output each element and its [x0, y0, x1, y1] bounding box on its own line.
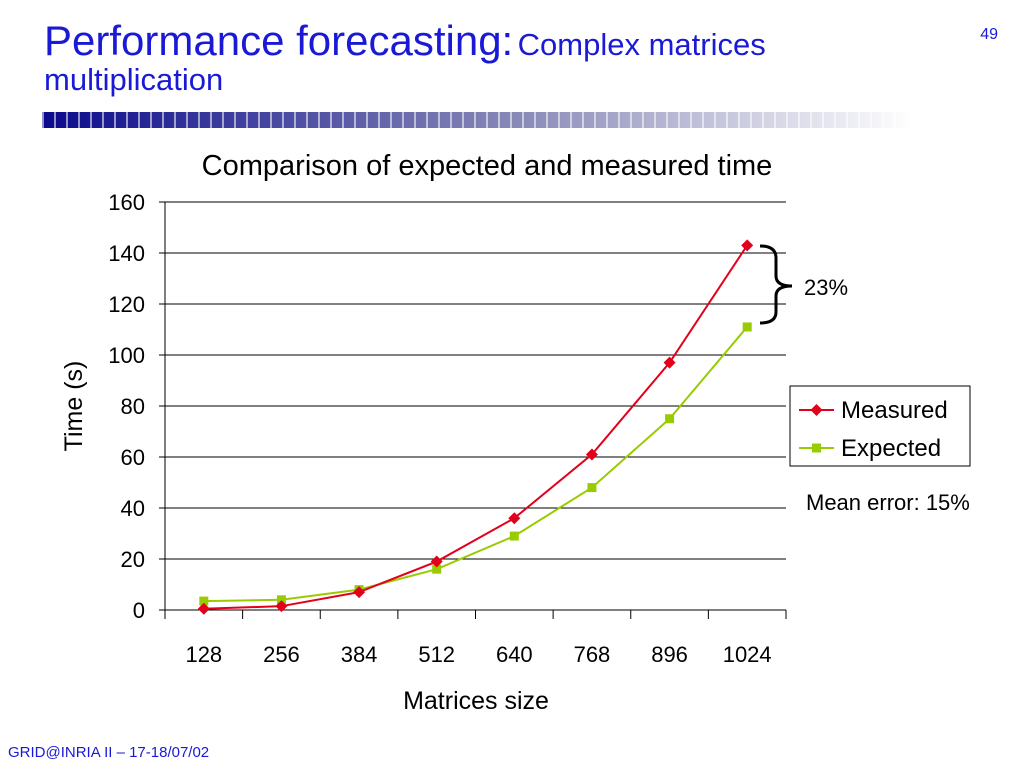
y-tick-label: 140: [108, 241, 145, 266]
data-point: [585, 448, 598, 461]
y-tick-label: 120: [108, 292, 145, 317]
title-gradient-bar: [42, 112, 912, 128]
line-chart: Comparison of expected and measured time…: [60, 150, 971, 715]
x-tick-label: 896: [651, 642, 688, 667]
y-tick-label: 0: [133, 598, 145, 623]
x-tick-label: 128: [185, 642, 222, 667]
legend-item-measured: Measured: [799, 397, 948, 424]
brace-icon: [759, 244, 793, 325]
data-point: [353, 586, 366, 599]
brace-label: 23%: [804, 275, 848, 300]
data-point: [665, 414, 675, 424]
series-expected: [199, 322, 752, 606]
legend-marker-icon: [812, 443, 821, 453]
footer-text: GRID@INRIA II – 17-18/07/02: [8, 744, 210, 761]
chart-series: [197, 239, 754, 615]
data-point: [432, 564, 442, 574]
y-tick-label: 60: [121, 445, 145, 470]
series-line: [203, 244, 749, 610]
data-point: [742, 322, 752, 332]
data-point: [663, 356, 676, 369]
x-axis-label: Matrices size: [403, 687, 549, 715]
legend-item-expected: Expected: [799, 435, 941, 462]
x-tick-label: 1024: [723, 642, 772, 667]
x-tick-label: 256: [263, 642, 300, 667]
data-point: [275, 600, 288, 613]
y-tick-label: 160: [108, 190, 145, 215]
title-sub: Complex matrices: [517, 27, 766, 62]
data-point: [509, 531, 519, 541]
title-main: Performance forecasting:: [44, 17, 514, 64]
data-point: [276, 595, 286, 605]
y-axis-label: Time (s): [60, 361, 88, 452]
y-axis-ticks: 0 20 40 60 80 100 120 140 160: [108, 190, 165, 623]
series-line: [203, 326, 748, 603]
data-point: [587, 483, 597, 493]
x-tick-label: 640: [496, 642, 533, 667]
chart-title: Comparison of expected and measured time: [202, 150, 773, 182]
chart-gridlines: [165, 201, 786, 560]
data-point: [430, 555, 443, 568]
legend-label: Expected: [841, 435, 941, 462]
x-tick-label: 384: [341, 642, 378, 667]
data-point: [197, 602, 210, 615]
legend-label: Measured: [841, 397, 948, 424]
y-tick-label: 20: [121, 547, 145, 572]
slide-number: 49: [980, 26, 998, 43]
series-measured: [197, 239, 754, 615]
y-tick-label: 40: [121, 496, 145, 521]
slide-title: Performance forecasting: Complex matrice…: [44, 17, 924, 97]
y-tick-label: 80: [121, 394, 145, 419]
legend: Measured Expected: [789, 385, 971, 467]
data-point: [741, 239, 754, 252]
data-point: [508, 512, 521, 525]
x-tick-label: 512: [418, 642, 455, 667]
x-axis-ticks: 128 256 384 512 640 768 896 1024: [164, 610, 787, 667]
legend-box: [789, 385, 971, 467]
difference-annotation: 23%: [759, 244, 848, 325]
mean-error-label: Mean error: 15%: [806, 490, 970, 515]
data-point: [199, 596, 209, 606]
y-tick-label: 100: [108, 343, 145, 368]
legend-marker-icon: [810, 404, 823, 416]
title-sub-line2: multiplication: [44, 62, 224, 97]
x-tick-label: 768: [574, 642, 611, 667]
